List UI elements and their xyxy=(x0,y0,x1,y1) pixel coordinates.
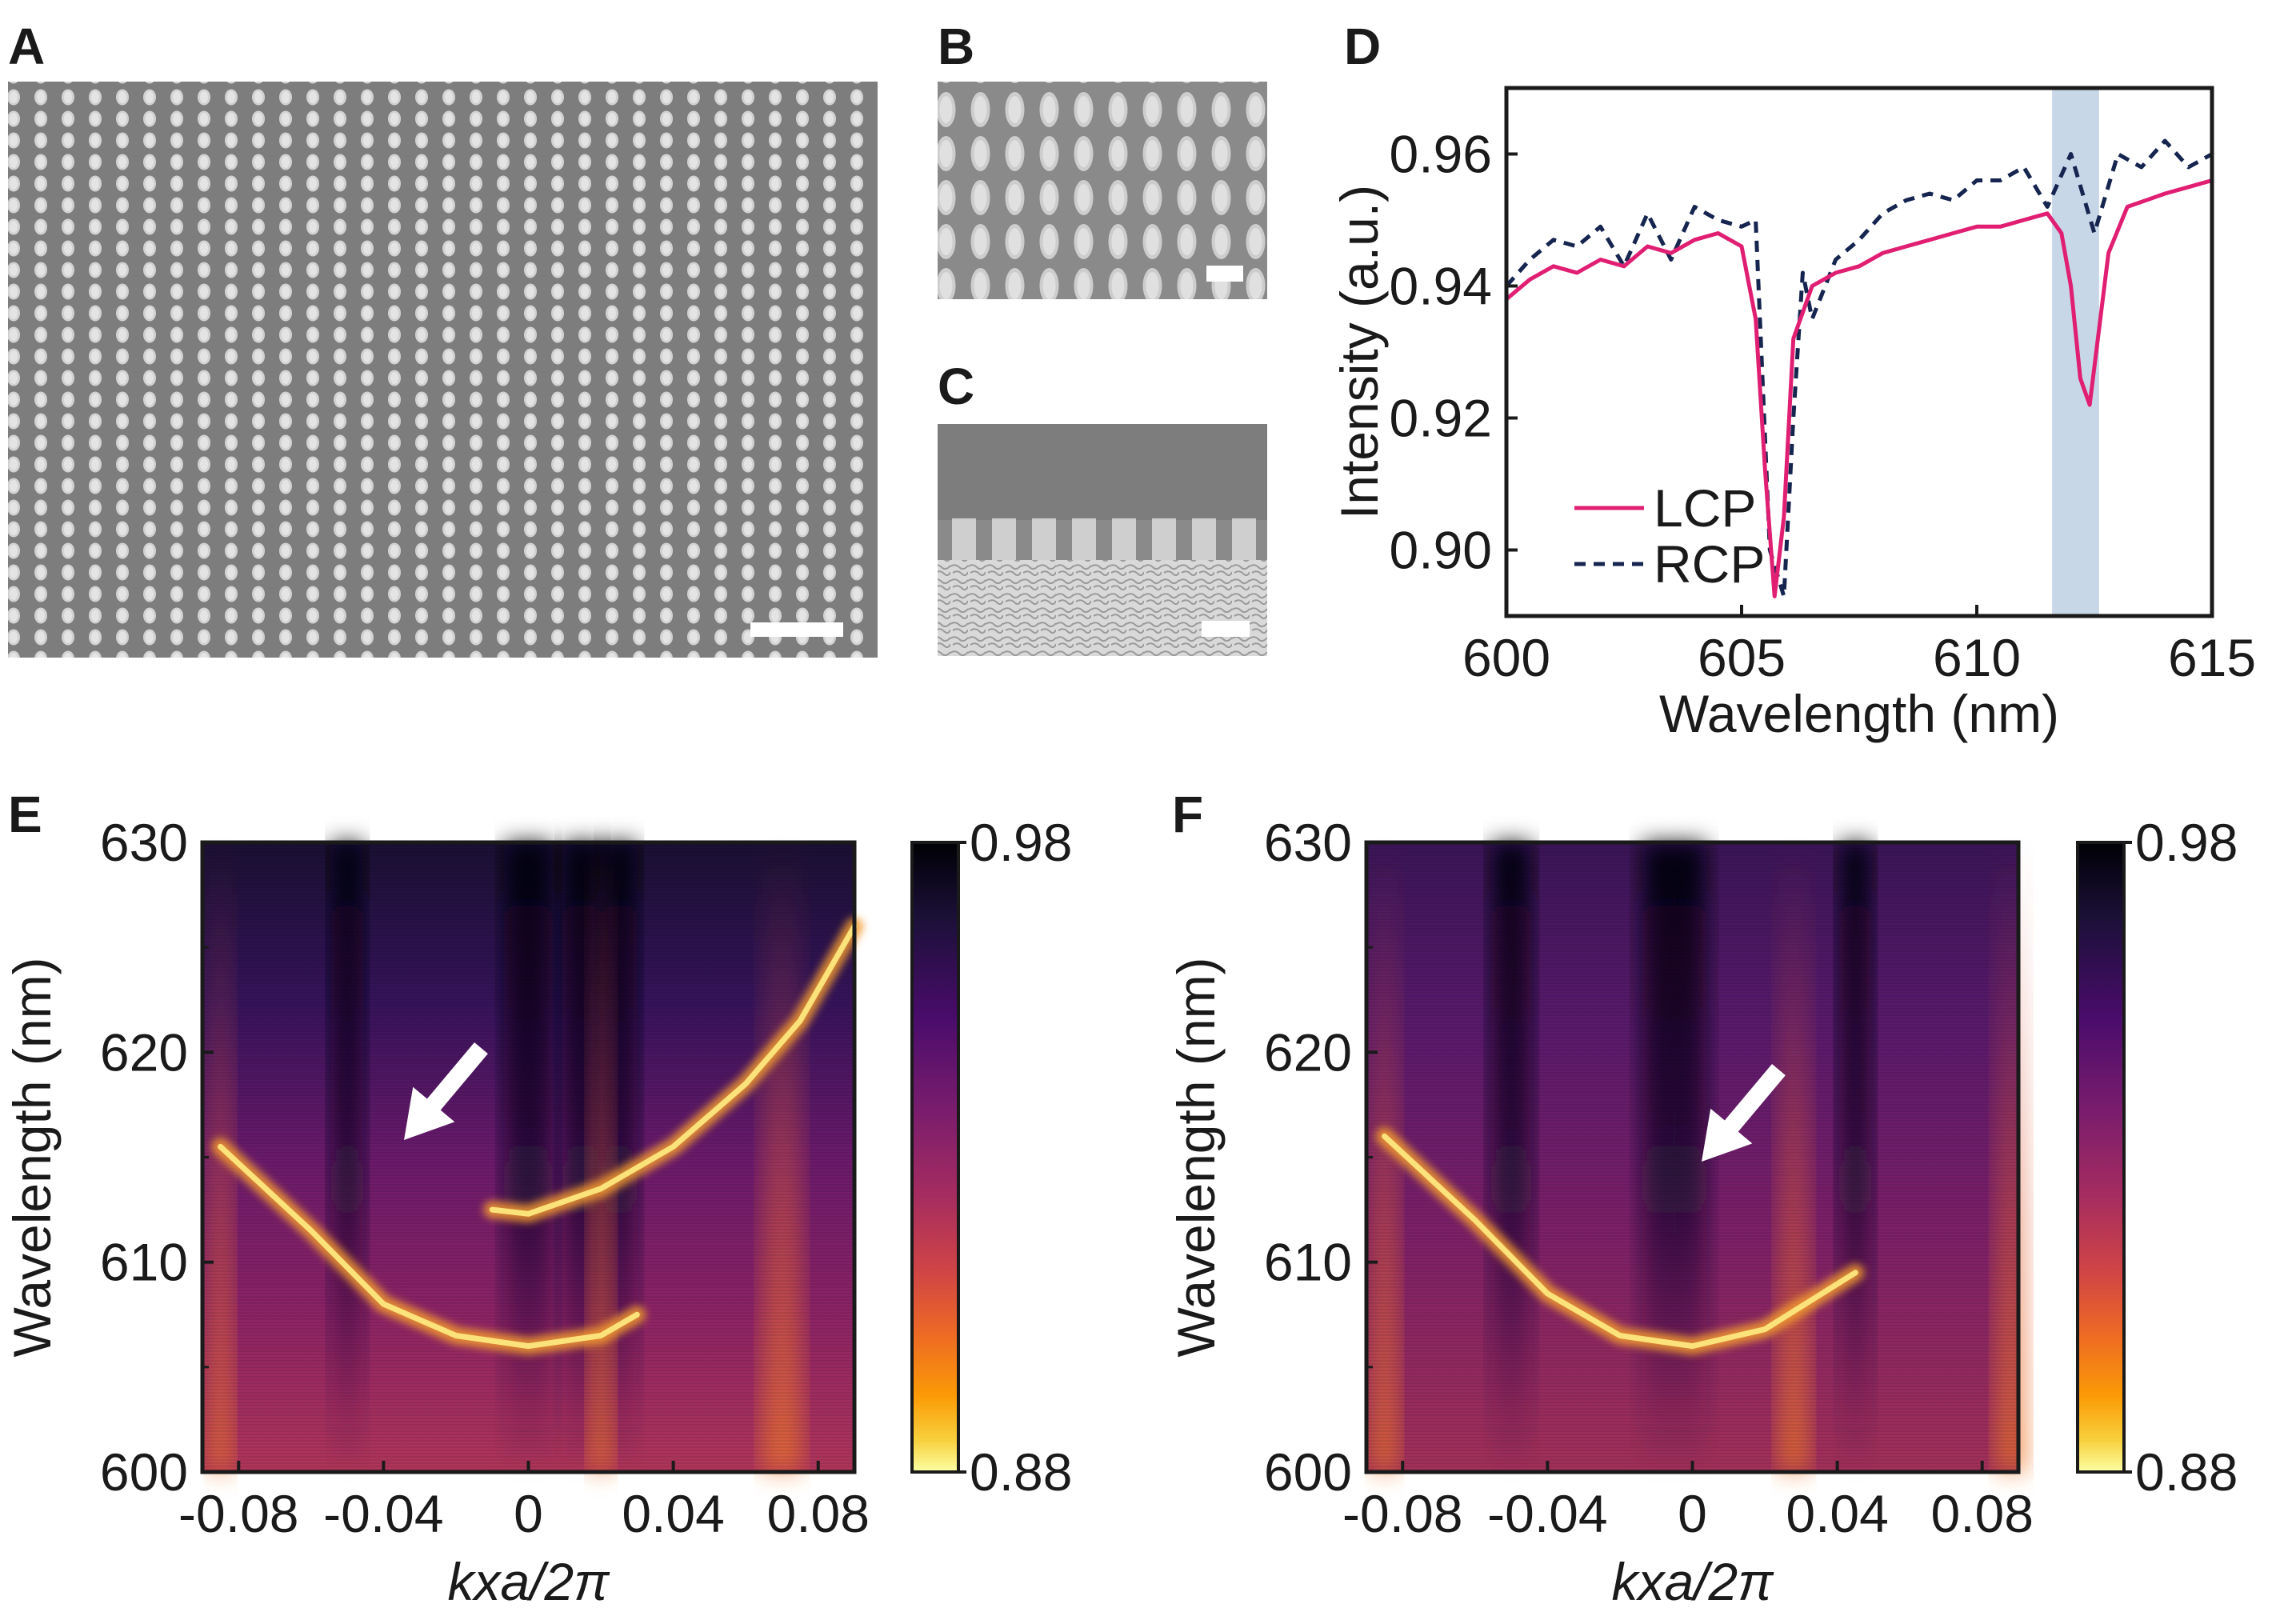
panel-letter-b: B xyxy=(938,18,974,75)
y-tick-label: 0.90 xyxy=(1390,521,1492,580)
colorbar xyxy=(2076,841,2126,1474)
colorbar-min-label: 0.88 xyxy=(2135,1442,2238,1502)
series-line-lcp xyxy=(1505,178,2213,598)
y-tick-label: 610 xyxy=(100,1233,188,1292)
panel-d: D 600 605 610 615 0.90 0.92 0.94 0.96 Wavelength… xyxy=(1330,18,2256,743)
heatmap-stripe-texture xyxy=(1366,842,2018,1472)
x-tick-label: 0.08 xyxy=(1930,1484,2033,1543)
dispersion-band-upper xyxy=(489,923,858,1217)
x-tick-label: 0 xyxy=(1678,1484,1707,1543)
x-tick-label: 0.04 xyxy=(1786,1484,1888,1543)
y-tick-label: 600 xyxy=(1264,1442,1352,1502)
dispersion-band-lower xyxy=(218,1143,640,1350)
panel-letter-e: E xyxy=(8,786,42,843)
panel-a: A xyxy=(8,18,878,658)
panel-letter-c: C xyxy=(938,358,974,415)
panel-letter-d: D xyxy=(1344,18,1381,75)
y-tick-label: 600 xyxy=(100,1442,188,1502)
panel-b: B xyxy=(938,18,1267,299)
y-tick-label: 620 xyxy=(1264,1022,1352,1082)
white-arrow-shape xyxy=(1702,1064,1786,1162)
panel-letter-f: F xyxy=(1172,786,1203,843)
y-tick-label: 0.94 xyxy=(1390,257,1492,316)
x-tick-label: 0.04 xyxy=(622,1484,724,1543)
x-axis-label: kxa/2π xyxy=(448,1552,611,1611)
x-axis-label: kxa/2π xyxy=(1612,1552,1775,1611)
scale-bar-b xyxy=(1206,266,1243,282)
scale-bar-c xyxy=(1202,621,1250,637)
x-tick-label: -0.08 xyxy=(1342,1484,1462,1543)
y-tick-label: 620 xyxy=(100,1022,188,1082)
y-tick-label: 0.92 xyxy=(1390,389,1492,448)
y-tick-label: 630 xyxy=(1264,813,1352,872)
colorbar xyxy=(910,841,960,1474)
panel-e: E -0.08 -0.04 0 0.04 0.08 600 610 620 630 kxa/2π W… xyxy=(2,786,1072,1611)
legend-label-lcp: LCP xyxy=(1654,478,1756,538)
legend-label-rcp: RCP xyxy=(1654,534,1765,594)
panel-c: C xyxy=(938,358,1267,656)
heatmap-stripe-texture xyxy=(202,842,854,1472)
colorbar-max-label: 0.98 xyxy=(2135,813,2238,872)
chart-f: -0.08 -0.04 0 0.04 0.08 600 610 620 630 kxa/2π Wav… xyxy=(1166,813,2238,1611)
x-tick-label: 0 xyxy=(514,1484,543,1543)
x-tick-label: 605 xyxy=(1698,628,1786,687)
y-tick-label: 630 xyxy=(100,813,188,872)
panel-letter-a: A xyxy=(8,18,45,75)
white-arrow xyxy=(404,1042,488,1140)
x-tick-label: -0.08 xyxy=(178,1484,298,1543)
sem-image-cross-section xyxy=(938,424,1267,656)
y-tick-label: 0.96 xyxy=(1390,125,1492,184)
x-tick-label: 615 xyxy=(2168,628,2256,687)
x-tick-label: 600 xyxy=(1462,628,1550,687)
colorbar-min-label: 0.88 xyxy=(970,1442,1072,1502)
white-arrow xyxy=(1702,1064,1786,1162)
x-axis-label: Wavelength (nm) xyxy=(1659,684,2059,743)
y-axis-label: Wavelength (nm) xyxy=(2,957,62,1357)
x-tick-label: -0.04 xyxy=(1487,1484,1607,1543)
white-arrow-shape xyxy=(404,1042,488,1140)
sem-image-zoom xyxy=(938,82,1267,299)
dispersion-band-lower xyxy=(1382,1133,1858,1350)
y-tick-label: 610 xyxy=(1264,1233,1352,1292)
series-line-rcp xyxy=(1505,138,2214,598)
sem-image-top-view xyxy=(8,82,878,658)
scale-bar-a xyxy=(750,622,843,637)
plot-frame-d xyxy=(1504,86,2214,618)
x-tick-label: -0.04 xyxy=(323,1484,443,1543)
chart-e: -0.08 -0.04 0 0.04 0.08 600 610 620 630 kxa/2π Wav… xyxy=(2,813,1072,1611)
colorbar-max-label: 0.98 xyxy=(970,813,1072,872)
x-tick-label: 610 xyxy=(1933,628,2021,687)
y-axis-label: Intensity (a.u.) xyxy=(1330,185,1389,519)
x-tick-label: 0.08 xyxy=(766,1484,869,1543)
y-axis-label: Wavelength (nm) xyxy=(1166,957,1226,1357)
panel-f: F -0.08 -0.04 0 0.04 0.08 600 610 620 630 kxa/2π W… xyxy=(1166,786,2238,1611)
chart-d: 600 605 610 615 0.90 0.92 0.94 0.96 Wavelength (… xyxy=(1330,86,2256,743)
